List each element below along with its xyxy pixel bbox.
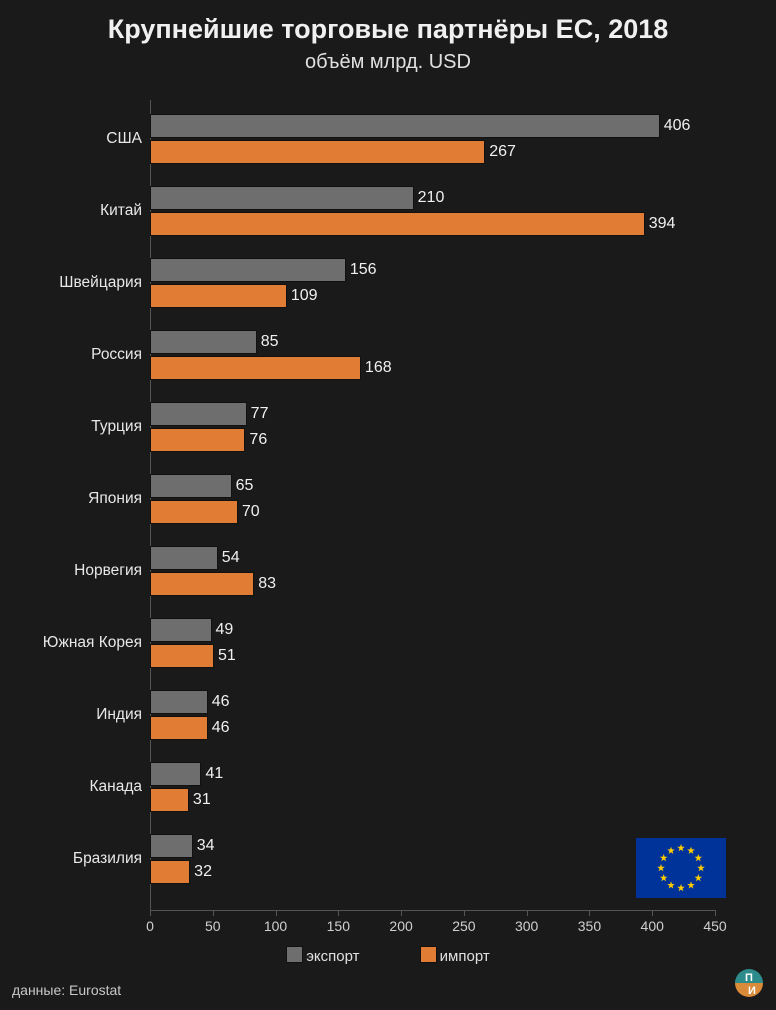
x-tick bbox=[652, 910, 653, 916]
bar-export-value: 210 bbox=[418, 186, 445, 210]
bar-import bbox=[150, 716, 208, 740]
bar-import-value: 267 bbox=[489, 140, 516, 164]
x-tick-label: 250 bbox=[444, 918, 484, 934]
country-label: Россия bbox=[2, 346, 142, 364]
bar-export bbox=[150, 330, 257, 354]
x-tick-label: 200 bbox=[381, 918, 421, 934]
chart-subtitle: объём млрд. USD bbox=[0, 51, 776, 74]
bar-import bbox=[150, 428, 245, 452]
country-label: Норвегия bbox=[2, 562, 142, 580]
x-tick-label: 150 bbox=[318, 918, 358, 934]
country-label: Канада bbox=[2, 778, 142, 796]
legend-swatch-import bbox=[420, 946, 437, 963]
x-tick bbox=[150, 910, 151, 916]
country-label: Южная Корея bbox=[2, 634, 142, 652]
x-tick-label: 50 bbox=[193, 918, 233, 934]
x-tick bbox=[464, 910, 465, 916]
legend-export: экспорт bbox=[286, 946, 359, 965]
bar-export bbox=[150, 186, 414, 210]
bar-import-value: 76 bbox=[249, 428, 267, 452]
bar-export bbox=[150, 618, 212, 642]
bar-export-value: 156 bbox=[350, 258, 377, 282]
bar-export-value: 54 bbox=[222, 546, 240, 570]
bar-import bbox=[150, 860, 190, 884]
legend-import-label: импорт bbox=[440, 948, 490, 965]
country-label: Япония bbox=[2, 490, 142, 508]
chart-area: США 406 267 Китай 210 394 Швейцария 156 109 Росси… bbox=[0, 100, 776, 910]
chart-title: Крупнейшие торговые партнёры ЕС, 2018 bbox=[0, 0, 776, 45]
x-tick bbox=[338, 910, 339, 916]
bar-import-value: 31 bbox=[193, 788, 211, 812]
x-tick-label: 0 bbox=[130, 918, 170, 934]
x-tick-label: 350 bbox=[569, 918, 609, 934]
bar-import-value: 168 bbox=[365, 356, 392, 380]
bar-import bbox=[150, 788, 189, 812]
bar-import bbox=[150, 500, 238, 524]
chart-container: Крупнейшие торговые партнёры ЕС, 2018 об… bbox=[0, 0, 776, 1010]
bar-import-value: 83 bbox=[258, 572, 276, 596]
x-tick bbox=[715, 910, 716, 916]
bar-import-value: 51 bbox=[218, 644, 236, 668]
country-label: США bbox=[2, 130, 142, 148]
bar-export-value: 49 bbox=[216, 618, 234, 642]
bar-import bbox=[150, 212, 645, 236]
country-label: Турция bbox=[2, 418, 142, 436]
bar-export bbox=[150, 402, 247, 426]
bar-export-value: 41 bbox=[205, 762, 223, 786]
bar-export-value: 406 bbox=[664, 114, 691, 138]
x-tick-label: 300 bbox=[507, 918, 547, 934]
x-tick bbox=[589, 910, 590, 916]
bar-export-value: 77 bbox=[251, 402, 269, 426]
x-axis bbox=[150, 910, 715, 911]
bar-export-value: 34 bbox=[197, 834, 215, 858]
bar-export bbox=[150, 258, 346, 282]
x-tick-label: 100 bbox=[256, 918, 296, 934]
bar-export bbox=[150, 546, 218, 570]
bar-export-value: 65 bbox=[236, 474, 254, 498]
bar-import bbox=[150, 284, 287, 308]
source-text: данные: Eurostat bbox=[12, 982, 121, 998]
legend-export-label: экспорт bbox=[306, 948, 359, 965]
legend: экспорт импорт bbox=[0, 946, 776, 965]
legend-swatch-export bbox=[286, 946, 303, 963]
svg-text:И: И bbox=[748, 985, 756, 997]
bar-export bbox=[150, 114, 660, 138]
bar-import-value: 394 bbox=[649, 212, 676, 236]
source-logo-icon: ПИ bbox=[734, 968, 764, 998]
bar-import-value: 32 bbox=[194, 860, 212, 884]
bar-import bbox=[150, 356, 361, 380]
x-tick-label: 400 bbox=[632, 918, 672, 934]
svg-text:П: П bbox=[745, 972, 753, 984]
x-tick bbox=[527, 910, 528, 916]
bar-export-value: 46 bbox=[212, 690, 230, 714]
bar-import bbox=[150, 572, 254, 596]
x-tick bbox=[213, 910, 214, 916]
bar-import bbox=[150, 140, 485, 164]
bar-export-value: 85 bbox=[261, 330, 279, 354]
bar-export bbox=[150, 474, 232, 498]
bar-import bbox=[150, 644, 214, 668]
country-label: Бразилия bbox=[2, 850, 142, 868]
x-tick bbox=[401, 910, 402, 916]
country-label: Китай bbox=[2, 202, 142, 220]
x-tick bbox=[276, 910, 277, 916]
country-label: Индия bbox=[2, 706, 142, 724]
bar-import-value: 70 bbox=[242, 500, 260, 524]
bar-export bbox=[150, 690, 208, 714]
legend-import: импорт bbox=[420, 946, 490, 965]
bar-export bbox=[150, 762, 201, 786]
bar-import-value: 109 bbox=[291, 284, 318, 308]
bar-import-value: 46 bbox=[212, 716, 230, 740]
x-tick-label: 450 bbox=[695, 918, 735, 934]
country-label: Швейцария bbox=[2, 274, 142, 292]
bar-export bbox=[150, 834, 193, 858]
eu-flag-icon bbox=[636, 838, 726, 898]
